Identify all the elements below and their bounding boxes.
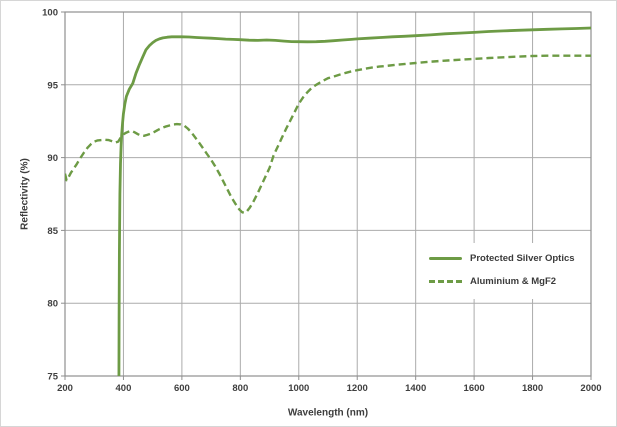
y-tick-label: 100 — [42, 8, 58, 19]
legend-item-aluminium-mgf2: Aluminium & MgF2 — [429, 270, 575, 293]
x-tick-label: 1400 — [405, 383, 426, 394]
y-tick-label: 95 — [47, 80, 58, 91]
x-tick-label: 2000 — [580, 383, 601, 394]
x-tick-label: 600 — [174, 383, 190, 394]
x-tick-label: 200 — [57, 383, 73, 394]
dashed-line-swatch — [429, 280, 462, 283]
y-tick-label: 80 — [47, 299, 58, 310]
x-tick-label: 400 — [116, 383, 132, 394]
series-line-solid — [117, 26, 591, 376]
y-axis-title: Reflectivity (%) — [19, 158, 31, 230]
series-line-dashed — [65, 54, 591, 215]
x-tick-label: 1800 — [522, 383, 543, 394]
legend-label-aluminium-mgf2: Aluminium & MgF2 — [470, 276, 557, 287]
x-tick-label: 1600 — [464, 383, 485, 394]
x-tick-label: 1000 — [288, 383, 309, 394]
x-axis-title: Wavelength (nm) — [287, 407, 369, 419]
legend: Protected Silver Optics Aluminium & MgF2 — [423, 243, 585, 299]
legend-label-protected-silver: Protected Silver Optics — [470, 253, 575, 264]
solid-line-swatch — [429, 257, 462, 260]
x-tick-label: 1200 — [347, 383, 368, 394]
x-tick-label: 800 — [232, 383, 248, 394]
y-tick-label: 90 — [47, 153, 58, 164]
y-tick-label: 75 — [47, 372, 58, 383]
y-tick-label: 85 — [47, 226, 58, 237]
legend-item-protected-silver: Protected Silver Optics — [429, 247, 575, 270]
plot-border — [64, 11, 592, 377]
